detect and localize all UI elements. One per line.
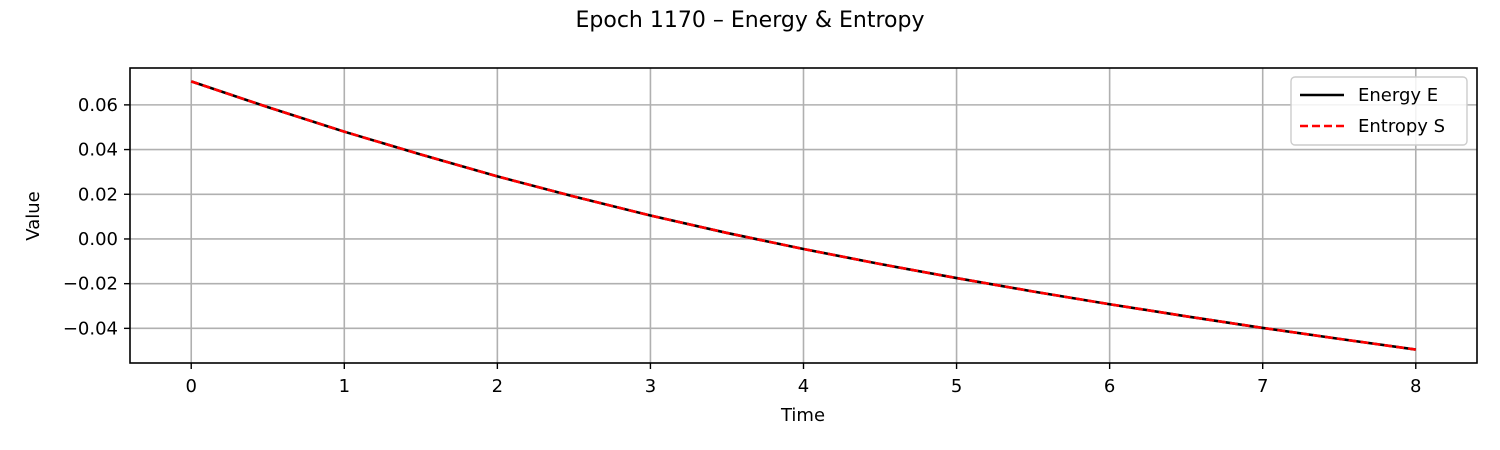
y-tick-label: 0.04 bbox=[78, 140, 118, 161]
chart-title: Epoch 1170 – Energy & Entropy bbox=[576, 8, 925, 33]
y-axis-label: Value bbox=[23, 191, 44, 240]
x-tick-label: 0 bbox=[186, 376, 197, 397]
x-tick-label: 8 bbox=[1410, 376, 1421, 397]
y-tick-label: 0.02 bbox=[78, 184, 118, 205]
x-tick-label: 6 bbox=[1104, 376, 1115, 397]
series-layer bbox=[190, 80, 1416, 351]
grid-layer bbox=[130, 68, 1477, 363]
x-axis-label: Time bbox=[780, 405, 825, 426]
y-tick-label: 0.00 bbox=[78, 229, 118, 250]
x-tick-label: 5 bbox=[951, 376, 962, 397]
y-tick-label: −0.04 bbox=[63, 318, 118, 339]
x-tick-label: 1 bbox=[339, 376, 350, 397]
x-tick-label: 3 bbox=[645, 376, 656, 397]
x-tick-label: 2 bbox=[492, 376, 503, 397]
series-line-entropy bbox=[190, 80, 1416, 351]
tick-layer: 0 1 2 3 4 5 6 7 8 −0.04 −0.02 0.00 0.02 0.04 0.06 bbox=[63, 95, 1422, 397]
legend-label-entropy: Entropy S bbox=[1358, 116, 1445, 137]
y-tick-label: −0.02 bbox=[63, 274, 118, 295]
y-tick-label: 0.06 bbox=[78, 95, 118, 116]
x-tick-label: 4 bbox=[798, 376, 809, 397]
legend: Energy E Entropy S bbox=[1290, 76, 1468, 146]
x-tick-label: 7 bbox=[1257, 376, 1268, 397]
legend-label-energy: Energy E bbox=[1358, 85, 1438, 106]
